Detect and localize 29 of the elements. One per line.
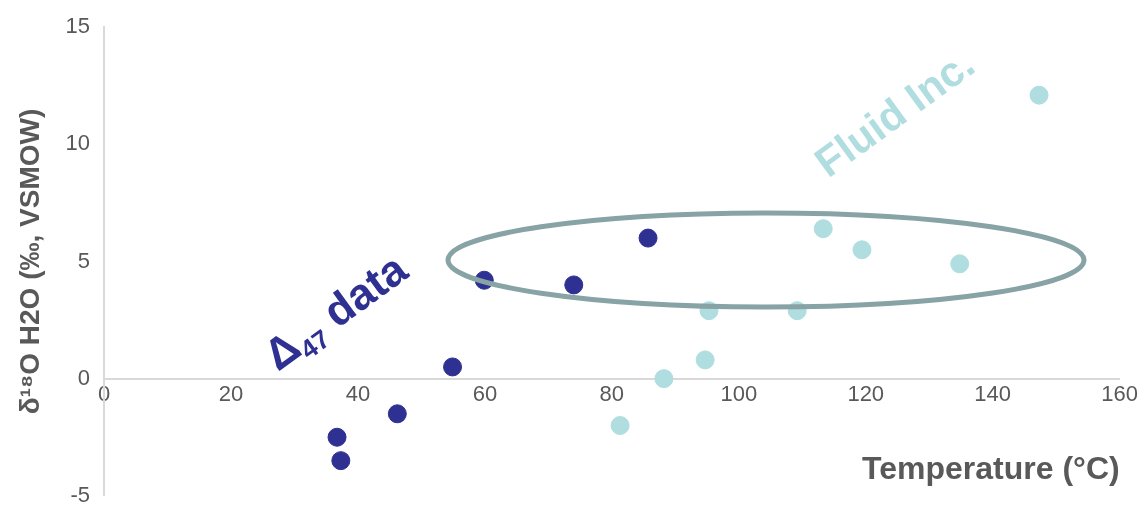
y-tick-label: 10: [65, 130, 91, 156]
point: [387, 404, 407, 424]
point: [950, 254, 970, 274]
point: [443, 357, 463, 377]
x-tick-label: 120: [847, 380, 885, 406]
x-tick-label: 140: [974, 380, 1012, 406]
y-tick-label: 0: [77, 364, 91, 390]
y-axis-title: δ¹⁸O H2O (‰, VSMOW): [13, 108, 45, 415]
point: [852, 240, 872, 260]
x-axis-title: Temperature (°C): [862, 450, 1120, 487]
y-tick-label: 15: [65, 13, 91, 39]
x-tick-label: 40: [345, 380, 371, 406]
point: [654, 369, 674, 389]
point: [331, 451, 351, 471]
point: [638, 228, 658, 248]
x-tick-label: 100: [720, 380, 758, 406]
y-tick-label: -5: [70, 481, 91, 507]
point: [1029, 85, 1049, 105]
y-tick-label: 5: [77, 247, 91, 273]
point: [610, 416, 630, 436]
point: [695, 350, 715, 370]
point: [327, 427, 347, 447]
x-tick-label: 80: [599, 380, 625, 406]
point: [564, 275, 584, 295]
x-tick-label: 20: [218, 380, 244, 406]
x-tick-label: 60: [472, 380, 498, 406]
x-tick-label: 160: [1101, 380, 1139, 406]
point: [813, 219, 833, 239]
text: Δ47 data: [254, 243, 417, 380]
